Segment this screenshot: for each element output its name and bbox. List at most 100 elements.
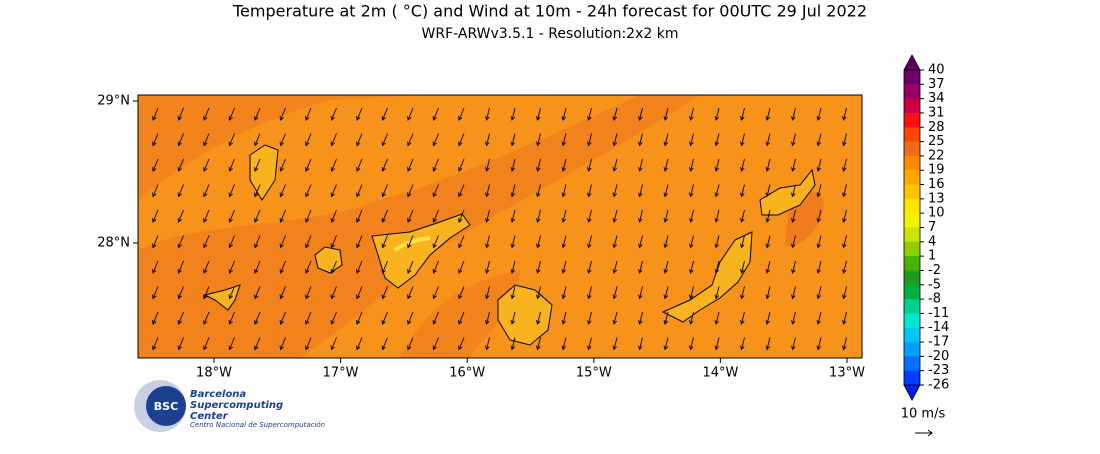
wind-arrow: [485, 286, 490, 300]
colorbar-segment: [904, 227, 920, 243]
wind-arrow: [638, 311, 643, 325]
wind-arrow: [485, 209, 490, 223]
wind-arrow: [485, 260, 490, 274]
title: Temperature at 2m ( °C) and Wind at 10m …: [232, 2, 867, 21]
wind-arrow: [356, 286, 363, 300]
wind-arrow: [458, 311, 465, 325]
wind-arrow: [740, 286, 745, 300]
wind-arrow: [458, 260, 465, 274]
colorbar-label: -5: [928, 277, 941, 292]
wind-arrow: [432, 107, 439, 121]
wind-arrow: [816, 311, 822, 325]
wind-arrow: [587, 107, 592, 121]
wind-arrow: [561, 184, 567, 198]
wind-arrow: [485, 184, 490, 198]
wind-arrow: [203, 158, 210, 172]
wind-arrow: [228, 133, 235, 147]
wind-arrow: [228, 209, 235, 223]
wind-arrow: [381, 133, 388, 147]
wind-arrow: [381, 184, 388, 198]
colorbar-label: 34: [928, 91, 945, 106]
wind-arrow: [816, 133, 822, 147]
y-tick-label: 29°N: [97, 94, 130, 109]
wind-arrow: [663, 184, 669, 198]
x-tick-label: 14°W: [702, 366, 738, 381]
y-tick-label: 28°N: [97, 236, 130, 251]
wind-arrow: [228, 337, 235, 351]
wind-arrow: [407, 158, 414, 172]
wind-arrow: [356, 107, 363, 121]
wind-arrow: [561, 337, 567, 351]
wind-arrow: [152, 235, 159, 249]
logo-tagline: Centro Nacional de Supercomputación: [190, 421, 325, 429]
colorbar-segment: [904, 198, 920, 214]
wind-arrow: [765, 133, 771, 147]
wind-arrow: [663, 107, 669, 121]
wind-arrow: [152, 311, 159, 325]
wind-arrow: [587, 311, 592, 325]
wind-arrow: [740, 133, 745, 147]
wind-arrow: [510, 107, 516, 121]
colorbar-label: 7: [928, 220, 936, 235]
wind-arrow: [407, 209, 414, 223]
wind-arrow: [485, 235, 490, 249]
wind-arrow: [714, 209, 720, 223]
colorbar-segment: [904, 184, 920, 200]
wind-arrow: [714, 260, 720, 274]
wind-arrow: [842, 311, 847, 325]
wind-arrow: [177, 209, 184, 223]
wind-arrow: [612, 133, 618, 147]
colorbar: 4037343128252219161310741-2-5-8-11-14-17…: [903, 54, 949, 401]
wind-arrow: [740, 184, 745, 198]
wind-arrow: [561, 107, 567, 121]
wind-arrow: [432, 209, 439, 223]
colorbar-label: -23: [928, 363, 949, 378]
wind-arrow: [612, 158, 618, 172]
wind-arrow: [791, 184, 796, 198]
colorbar-segment: [904, 270, 920, 286]
wind-arrow: [638, 260, 643, 274]
wind-arrow: [254, 311, 261, 325]
x-tick-label: 17°W: [323, 366, 359, 381]
wind-arrow: [689, 158, 694, 172]
colorbar-label: 10: [928, 206, 945, 221]
wind-arrow: [485, 158, 490, 172]
wind-arrow: [536, 337, 541, 351]
wind-arrow: [842, 107, 847, 121]
wind-arrow: [536, 158, 541, 172]
colorbar-segment: [904, 170, 920, 186]
wind-arrow: [510, 235, 516, 249]
wind-arrow: [689, 107, 694, 121]
wind-arrow: [254, 286, 261, 300]
wind-arrow: [816, 158, 822, 172]
wind-arrow: [407, 286, 414, 300]
colorbar-label: 28: [928, 120, 945, 135]
wind-arrow: [305, 209, 312, 223]
wind-arrow: [458, 158, 465, 172]
wind-arrow: [689, 337, 694, 351]
wind-arrow: [638, 158, 643, 172]
wind-arrow: [536, 209, 541, 223]
colorbar-label: 40: [928, 63, 945, 78]
wind-arrow: [177, 260, 184, 274]
wind-arrow: [432, 184, 439, 198]
wind-arrow: [279, 209, 286, 223]
wind-arrow: [816, 107, 822, 121]
wind-arrow: [432, 311, 439, 325]
wind-arrow: [714, 286, 720, 300]
colorbar-label: -14: [928, 320, 949, 335]
wind-arrow: [740, 209, 745, 223]
wind-arrow: [791, 209, 796, 223]
wind-arrow: [330, 337, 337, 351]
wind-arrow: [842, 209, 847, 223]
colorbar-segment: [904, 155, 920, 171]
wind-arrow: [458, 133, 465, 147]
wind-arrow: [765, 184, 771, 198]
wind-arrow: [407, 260, 414, 274]
wind-arrow: [791, 260, 796, 274]
wind-arrow: [177, 133, 184, 147]
colorbar-under: [903, 384, 921, 401]
wind-arrow: [587, 337, 592, 351]
wind-arrow: [740, 158, 745, 172]
wind-arrow: [485, 107, 490, 121]
